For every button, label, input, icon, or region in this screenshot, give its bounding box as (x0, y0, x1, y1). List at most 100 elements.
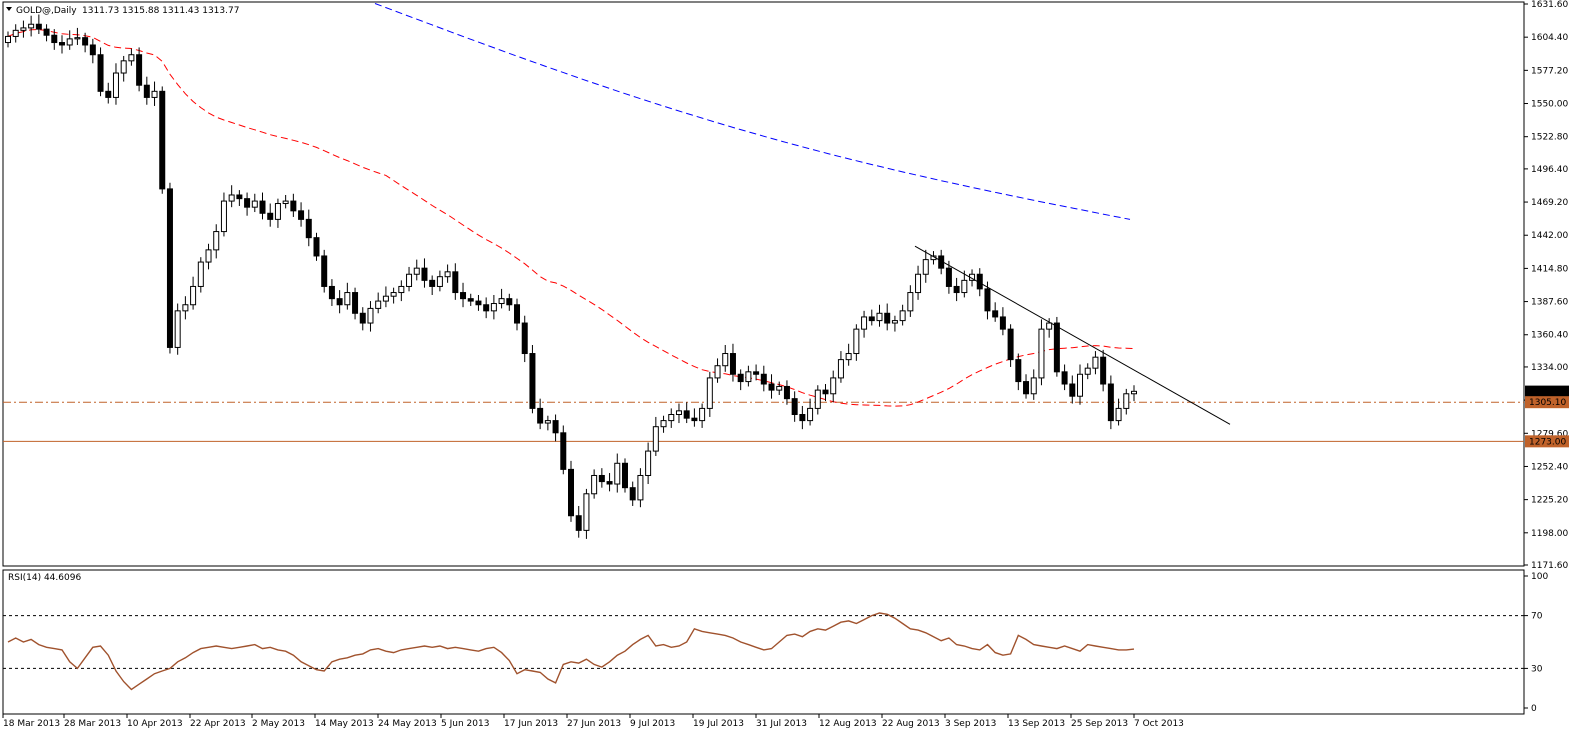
candle-body (1100, 356, 1107, 385)
price-panel[interactable] (2, 1, 1525, 567)
candle-body (868, 316, 875, 322)
rsi-axis: 100 70 30 0 (3, 572, 1548, 714)
price-tick-label: 1496.40 (1531, 165, 1568, 175)
date-tick-label: 12 Aug 2013 (819, 719, 877, 729)
candle-body (568, 468, 574, 517)
candle-body (1023, 381, 1030, 395)
candle-body (282, 200, 289, 205)
candle-body (1077, 373, 1084, 397)
rsi-tick-label: 0 (1531, 704, 1537, 714)
price-tick-label: 1414.80 (1531, 264, 1568, 274)
rsi-tick-label: 70 (1531, 612, 1543, 622)
candle-body (560, 432, 567, 470)
dropdown-arrow-icon[interactable] (6, 7, 12, 11)
date-tick-label: 31 Jul 2013 (756, 719, 807, 729)
candle-body (922, 259, 929, 275)
candle-body (112, 72, 119, 98)
candle-body (861, 316, 868, 330)
candle-body (483, 304, 490, 312)
candle-body (274, 203, 281, 220)
candle-body (714, 365, 721, 379)
price-tick-label: 1225.20 (1531, 496, 1568, 506)
price-tag-bg (1525, 396, 1569, 409)
candle-body (1115, 407, 1122, 422)
candle-body (244, 198, 251, 208)
candle-body (652, 426, 659, 452)
candle-body (436, 276, 443, 287)
candle-body (213, 231, 220, 251)
rsi-tick-label: 100 (1531, 572, 1548, 582)
candle-body (691, 417, 698, 422)
rsi-panel[interactable] (2, 569, 1525, 715)
candle-body (945, 267, 952, 287)
date-axis: 18 Mar 2013 28 Mar 2013 10 Apr 2013 22 Apr … (2, 714, 1184, 729)
candle-body (822, 389, 829, 395)
date-tick-label: 2 May 2013 (252, 719, 305, 729)
rsi-tick-label: 30 (1531, 664, 1543, 674)
trendline[interactable] (914, 245, 1231, 425)
candle-body (753, 371, 760, 375)
price-tick-label: 1604.40 (1531, 33, 1568, 43)
candle-body (807, 407, 814, 422)
candle-body (791, 398, 798, 416)
candle-body (891, 320, 898, 324)
candle-body (1061, 371, 1068, 385)
candle-body (853, 328, 860, 355)
candle-body (382, 295, 389, 302)
candle-body (621, 462, 628, 489)
candle-body (984, 288, 991, 312)
candle-body (313, 237, 320, 257)
candle-body (413, 267, 420, 275)
candle-body (953, 285, 960, 294)
moving-average-blue (374, 3, 1131, 220)
candle-body (668, 414, 675, 422)
candle-body (82, 37, 89, 46)
date-tick-label: 14 May 2013 (315, 719, 374, 729)
candle-body (352, 292, 359, 314)
date-tick-label: 5 Jun 2013 (441, 719, 489, 729)
candle-body (220, 200, 227, 233)
candle-body (884, 312, 891, 324)
candle-body (552, 420, 559, 434)
candle-body (321, 255, 328, 287)
candle-body (359, 312, 366, 324)
candle-body (1107, 383, 1114, 422)
date-tick-label: 7 Oct 2013 (1134, 719, 1184, 729)
candle-body (737, 373, 744, 383)
candle-body (529, 353, 536, 409)
price-tag-label: 1313.77 (1529, 388, 1566, 398)
ohlc-label: 1311.73 1315.88 1311.43 1313.77 (82, 6, 239, 16)
price-tick-label: 1550.00 (1531, 100, 1568, 110)
candle-body (205, 249, 212, 263)
candle-body (336, 298, 343, 306)
candle-body (467, 298, 474, 302)
candle-body (228, 194, 235, 202)
date-tick-label: 28 Mar 2013 (64, 719, 121, 729)
candle-body (136, 54, 143, 86)
descending-trendline[interactable] (914, 245, 1231, 425)
candle-body (259, 200, 266, 214)
candle-body (35, 23, 42, 30)
date-tick-label: 9 Jul 2013 (630, 719, 675, 729)
candle-body (729, 353, 736, 375)
date-tick-label: 25 Sep 2013 (1071, 719, 1128, 729)
candle-body (452, 271, 459, 294)
candle-body (514, 304, 521, 324)
candle-body (776, 385, 783, 391)
candle-body (1015, 359, 1022, 383)
symbol-label: GOLD@,Daily (16, 6, 77, 16)
candle-body (490, 303, 497, 312)
candle-body (907, 292, 914, 312)
date-tick-label: 3 Sep 2013 (945, 719, 996, 729)
candle-body (830, 377, 837, 395)
candle-body (174, 310, 181, 348)
candle-body (475, 300, 482, 306)
horizontal-levels (3, 401, 1524, 442)
candle-body (97, 54, 104, 92)
candle-body (166, 188, 173, 348)
candle-body (367, 307, 374, 324)
candle-body (298, 210, 305, 220)
candle-body (521, 322, 528, 355)
candle-body (799, 414, 806, 422)
